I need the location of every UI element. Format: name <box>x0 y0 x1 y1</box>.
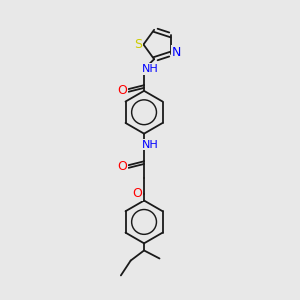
Text: O: O <box>118 160 128 173</box>
Text: NH: NH <box>142 64 159 74</box>
Text: S: S <box>134 38 142 51</box>
Text: NH: NH <box>142 140 159 150</box>
Text: N: N <box>172 46 182 59</box>
Text: O: O <box>118 84 128 97</box>
Text: O: O <box>133 188 142 200</box>
